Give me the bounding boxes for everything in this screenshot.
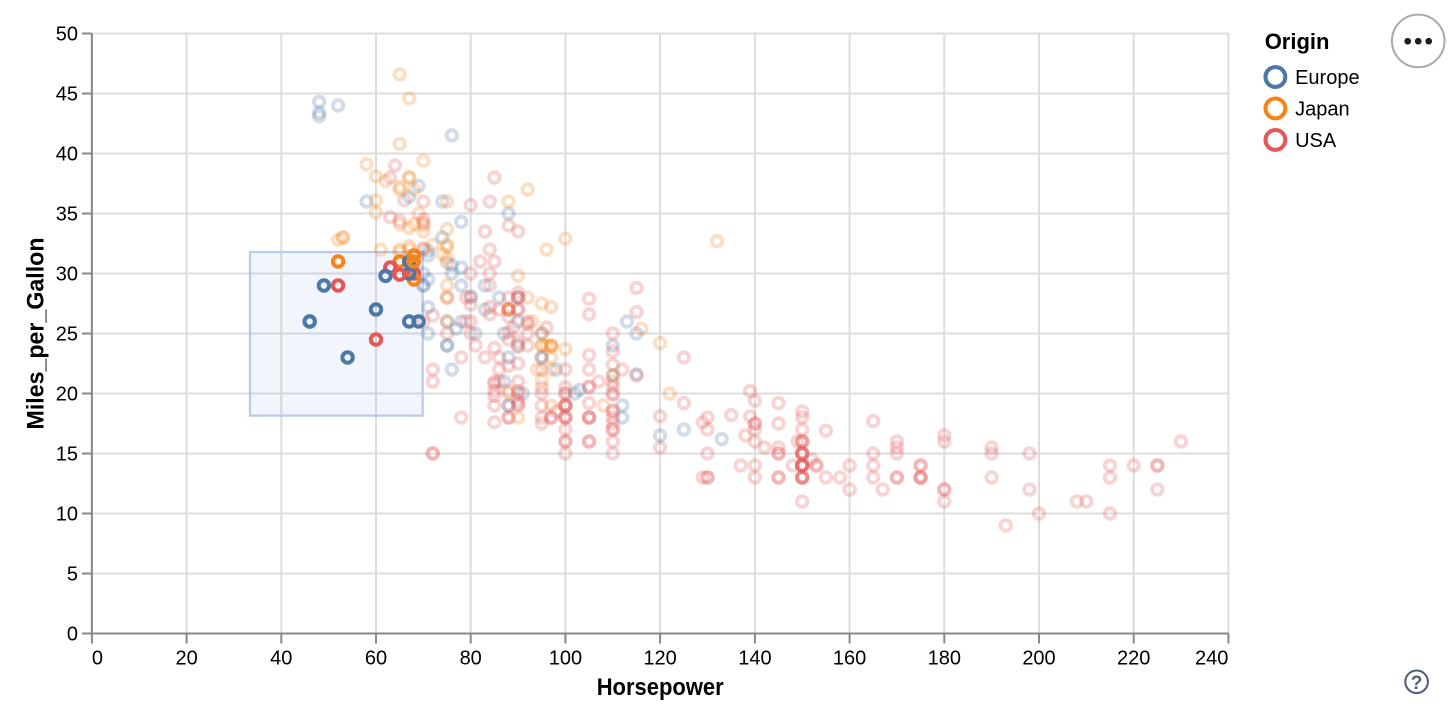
svg-text:220: 220: [1117, 647, 1150, 669]
svg-text:Miles_per_Gallon: Miles_per_Gallon: [23, 238, 50, 430]
svg-text:20: 20: [175, 647, 197, 669]
svg-text:5: 5: [67, 564, 78, 586]
svg-text:50: 50: [56, 24, 78, 46]
svg-text:100: 100: [549, 647, 582, 669]
svg-text:180: 180: [928, 647, 961, 669]
svg-text:?: ?: [1411, 673, 1423, 694]
svg-text:120: 120: [643, 647, 676, 669]
svg-text:200: 200: [1022, 647, 1055, 669]
svg-text:240: 240: [1195, 647, 1228, 669]
svg-text:35: 35: [56, 204, 78, 226]
svg-text:0: 0: [92, 647, 103, 669]
svg-text:10: 10: [56, 504, 78, 526]
svg-text:25: 25: [56, 324, 78, 346]
svg-text:Japan: Japan: [1295, 99, 1350, 121]
svg-text:45: 45: [56, 84, 78, 106]
svg-text:0: 0: [67, 624, 78, 646]
svg-text:15: 15: [56, 444, 78, 466]
svg-text:160: 160: [833, 647, 866, 669]
svg-text:60: 60: [365, 647, 387, 669]
svg-text:Europe: Europe: [1295, 67, 1360, 89]
svg-text:20: 20: [56, 384, 78, 406]
svg-text:Origin: Origin: [1265, 29, 1330, 54]
svg-text:Horsepower: Horsepower: [597, 674, 724, 701]
svg-text:80: 80: [460, 647, 482, 669]
svg-text:40: 40: [270, 647, 292, 669]
svg-text:140: 140: [738, 647, 771, 669]
svg-text:30: 30: [56, 264, 78, 286]
svg-text:40: 40: [56, 144, 78, 166]
svg-text:USA: USA: [1295, 130, 1337, 152]
